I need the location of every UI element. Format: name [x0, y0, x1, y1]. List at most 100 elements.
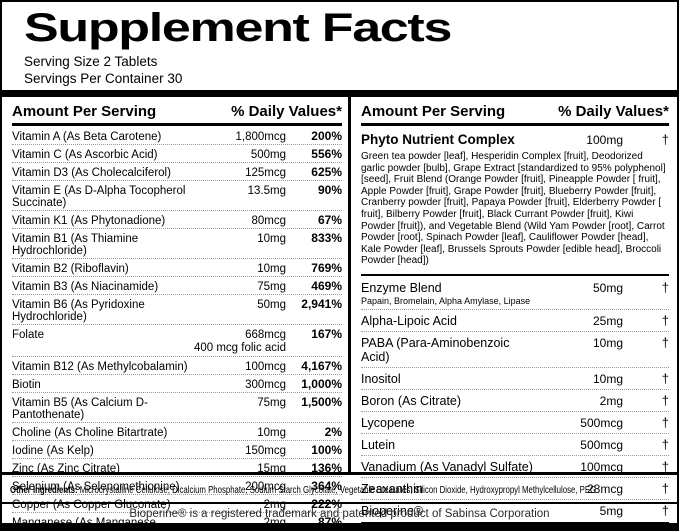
table-row-main: Lutein 500mcg †	[361, 437, 669, 452]
nutrient-name: Biotin	[12, 379, 41, 391]
nutrient-name: Folate	[12, 329, 44, 341]
nutrient-daily-value: 167%	[311, 327, 342, 341]
nutrient-daily-value: 136%	[311, 461, 342, 475]
nutrient-name: Vitamin B6 (As Pyridoxine Hydrochloride)	[12, 299, 145, 323]
bottom-bar	[2, 523, 677, 529]
table-row-main: Vitamin B1 (As Thiamine Hydrochloride) 1…	[12, 231, 342, 257]
nutrient-amount: 10mg	[257, 233, 286, 245]
nutrient-daily-value: †	[661, 335, 669, 351]
label-header: Supplement Facts Serving Size 2 Tablets …	[2, 2, 677, 90]
nutrient-amount: 80mcg	[251, 215, 286, 227]
nutrient-name: Iodine (As Kelp)	[12, 445, 94, 457]
nutrient-daily-value: 90%	[317, 183, 342, 197]
nutrient-daily-value: 769%	[311, 261, 342, 275]
nutrient-daily-value: 833%	[311, 231, 342, 245]
nutrient-amount: 500mg	[250, 149, 286, 161]
nutrient-daily-value: 469%	[311, 279, 342, 293]
table-row: Vitamin B5 (As Calcium D-Pantothenate) 7…	[12, 392, 342, 422]
nutrient-amount: 100mcg	[245, 361, 286, 373]
nutrient-columns: Amount Per Serving % Daily Values* Vitam…	[2, 97, 677, 529]
table-row: PABA (Para-Aminobenzoic Acid) 10mg †	[361, 330, 669, 367]
nutrient-daily-value: 222%	[311, 497, 342, 511]
table-row: Lycopene 500mcg †	[361, 410, 669, 433]
table-row-main: Vitamin B5 (As Calcium D-Pantothenate) 7…	[12, 395, 342, 421]
other-ingredients-label: Other Ingredients:	[10, 485, 78, 496]
nutrient-name: Lutein	[361, 438, 396, 453]
table-row-main: Vitamin D3 (As Cholecalciferol) 125mcg 6…	[12, 165, 342, 179]
nutrient-amount: 500mcg	[580, 438, 623, 453]
table-row: Folate 668mcg 167% 400 mcg folic acid	[12, 324, 342, 356]
nutrient-daily-value: 2,941%	[301, 297, 342, 311]
nutrient-daily-value: 1,000%	[301, 377, 342, 391]
table-row: Vitamin E (As D-Alpha Tocopherol Succina…	[12, 180, 342, 210]
nutrient-amount: 668mcg	[245, 329, 286, 341]
amount-per-serving-header: Amount Per Serving	[12, 103, 157, 120]
nutrient-name: Alpha-Lipoic Acid	[361, 314, 457, 329]
table-row-main: Vitamin C (As Ascorbic Acid) 500mg 556%	[12, 147, 342, 161]
nutrient-amount: 10mg	[257, 427, 286, 439]
header-divider-bar	[2, 90, 677, 97]
nutrient-daily-value: †	[661, 393, 669, 409]
table-row: Vitamin A (As Beta Carotene) 1,800mcg 20…	[12, 127, 342, 144]
nutrient-name: Selenium (As Selenomethionine)	[12, 481, 180, 493]
nutrient-amount: 25mg	[592, 314, 623, 329]
nutrient-amount: 10mg	[257, 263, 286, 275]
nutrient-name: Vitamin B5 (As Calcium D-Pantothenate)	[12, 397, 148, 421]
table-row-main: Biotin 300mcg 1,000%	[12, 377, 342, 391]
nutrient-daily-value: †	[661, 313, 669, 329]
table-row: Enzyme Blend 50mg † Papain, Bromelain, A…	[361, 277, 669, 309]
nutrient-daily-value: 1,500%	[301, 395, 342, 409]
nutrient-amount: 10mg	[592, 372, 623, 387]
serving-size: Serving Size 2 Tablets	[24, 54, 158, 69]
nutrient-daily-value: †	[661, 415, 669, 431]
amount-per-serving-header: Amount Per Serving	[361, 103, 506, 120]
nutrient-name: Vitamin K1 (As Phytonadione)	[12, 215, 166, 227]
table-row: Zeaxanthin 28mcg †	[361, 476, 669, 499]
left-column: Amount Per Serving % Daily Values* Vitam…	[2, 97, 348, 529]
table-row-main: Iodine (As Kelp) 150mcg 100%	[12, 443, 342, 457]
nutrient-daily-value: 67%	[317, 213, 342, 227]
nutrient-daily-value: 200%	[311, 129, 342, 143]
table-row-main: Boron (As Citrate) 2mg †	[361, 393, 669, 408]
nutrient-subtext: 400 mcg folic acid	[193, 342, 286, 354]
nutrient-name: Vitamin A (As Beta Carotene)	[12, 131, 162, 143]
phyto-complex-ingredients: Green tea powder [leaf], Hesperidin Comp…	[361, 151, 666, 267]
table-row-main: Choline (As Choline Bitartrate) 10mg 2%	[12, 425, 342, 439]
table-row: Vitamin B2 (Riboflavin) 10mg 769%	[12, 258, 342, 276]
left-column-header: Amount Per Serving % Daily Values*	[12, 97, 342, 126]
table-row: Vitamin D3 (As Cholecalciferol) 125mcg 6…	[12, 162, 342, 180]
nutrient-daily-value: 100%	[311, 443, 342, 457]
other-ingredients-row: Other Ingredients: Microcrystalline Cell…	[2, 472, 677, 502]
table-row-main: Bioperine® 5mg †	[361, 503, 669, 518]
table-row-main: Zeaxanthin 28mcg †	[361, 481, 669, 496]
nutrient-amount: 13.5mg	[247, 185, 286, 197]
right-column: Amount Per Serving % Daily Values* Phyto…	[348, 97, 677, 527]
other-ingredients-list: Microcrystalline Cellulose, Dicalcium Ph…	[77, 485, 597, 496]
nutrient-amount: 50mg	[592, 281, 623, 296]
nutrient-name: Boron (As Citrate)	[361, 394, 462, 409]
nutrient-amount: 75mg	[257, 397, 286, 409]
table-row-main: Vitamin B3 (As Niacinamide) 75mg 469%	[12, 279, 342, 293]
table-row-main: Vitamin K1 (As Phytonadione) 80mcg 67%	[12, 213, 342, 227]
table-row: Iodine (As Kelp) 150mcg 100%	[12, 440, 342, 458]
nutrient-name: Vitamin E (As D-Alpha Tocopherol Succina…	[12, 185, 186, 209]
table-row: Biotin 300mcg 1,000%	[12, 374, 342, 392]
table-row-main: Inositol 10mg †	[361, 371, 669, 386]
table-row: Vitamin B3 (As Niacinamide) 75mg 469%	[12, 276, 342, 294]
nutrient-amount: 1,800mcg	[235, 131, 286, 143]
nutrient-name: Zeaxanthin	[361, 482, 423, 497]
table-row-main: Vitamin B12 (As Methylcobalamin) 100mcg …	[12, 359, 342, 373]
nutrient-daily-value: †	[661, 459, 669, 475]
nutrient-name: Vitamin C (As Ascorbic Acid)	[12, 149, 158, 161]
nutrient-daily-value: †	[661, 371, 669, 387]
table-row: Vitamin B1 (As Thiamine Hydrochloride) 1…	[12, 228, 342, 258]
nutrient-amount: 500mcg	[580, 416, 623, 431]
page-title: Supplement Facts	[24, 6, 452, 50]
nutrient-daily-value: †	[661, 280, 669, 296]
nutrient-daily-value: 556%	[311, 147, 342, 161]
trademark-notice: Bioperine® is a registered trademark and…	[2, 502, 677, 523]
table-row: Inositol 10mg †	[361, 366, 669, 389]
nutrient-subtext: Papain, Bromelain, Alpha Amylase, Lipase	[361, 296, 531, 307]
nutrient-name: Vitamin B1 (As Thiamine Hydrochloride)	[12, 233, 139, 257]
nutrient-name: Choline (As Choline Bitartrate)	[12, 427, 168, 439]
